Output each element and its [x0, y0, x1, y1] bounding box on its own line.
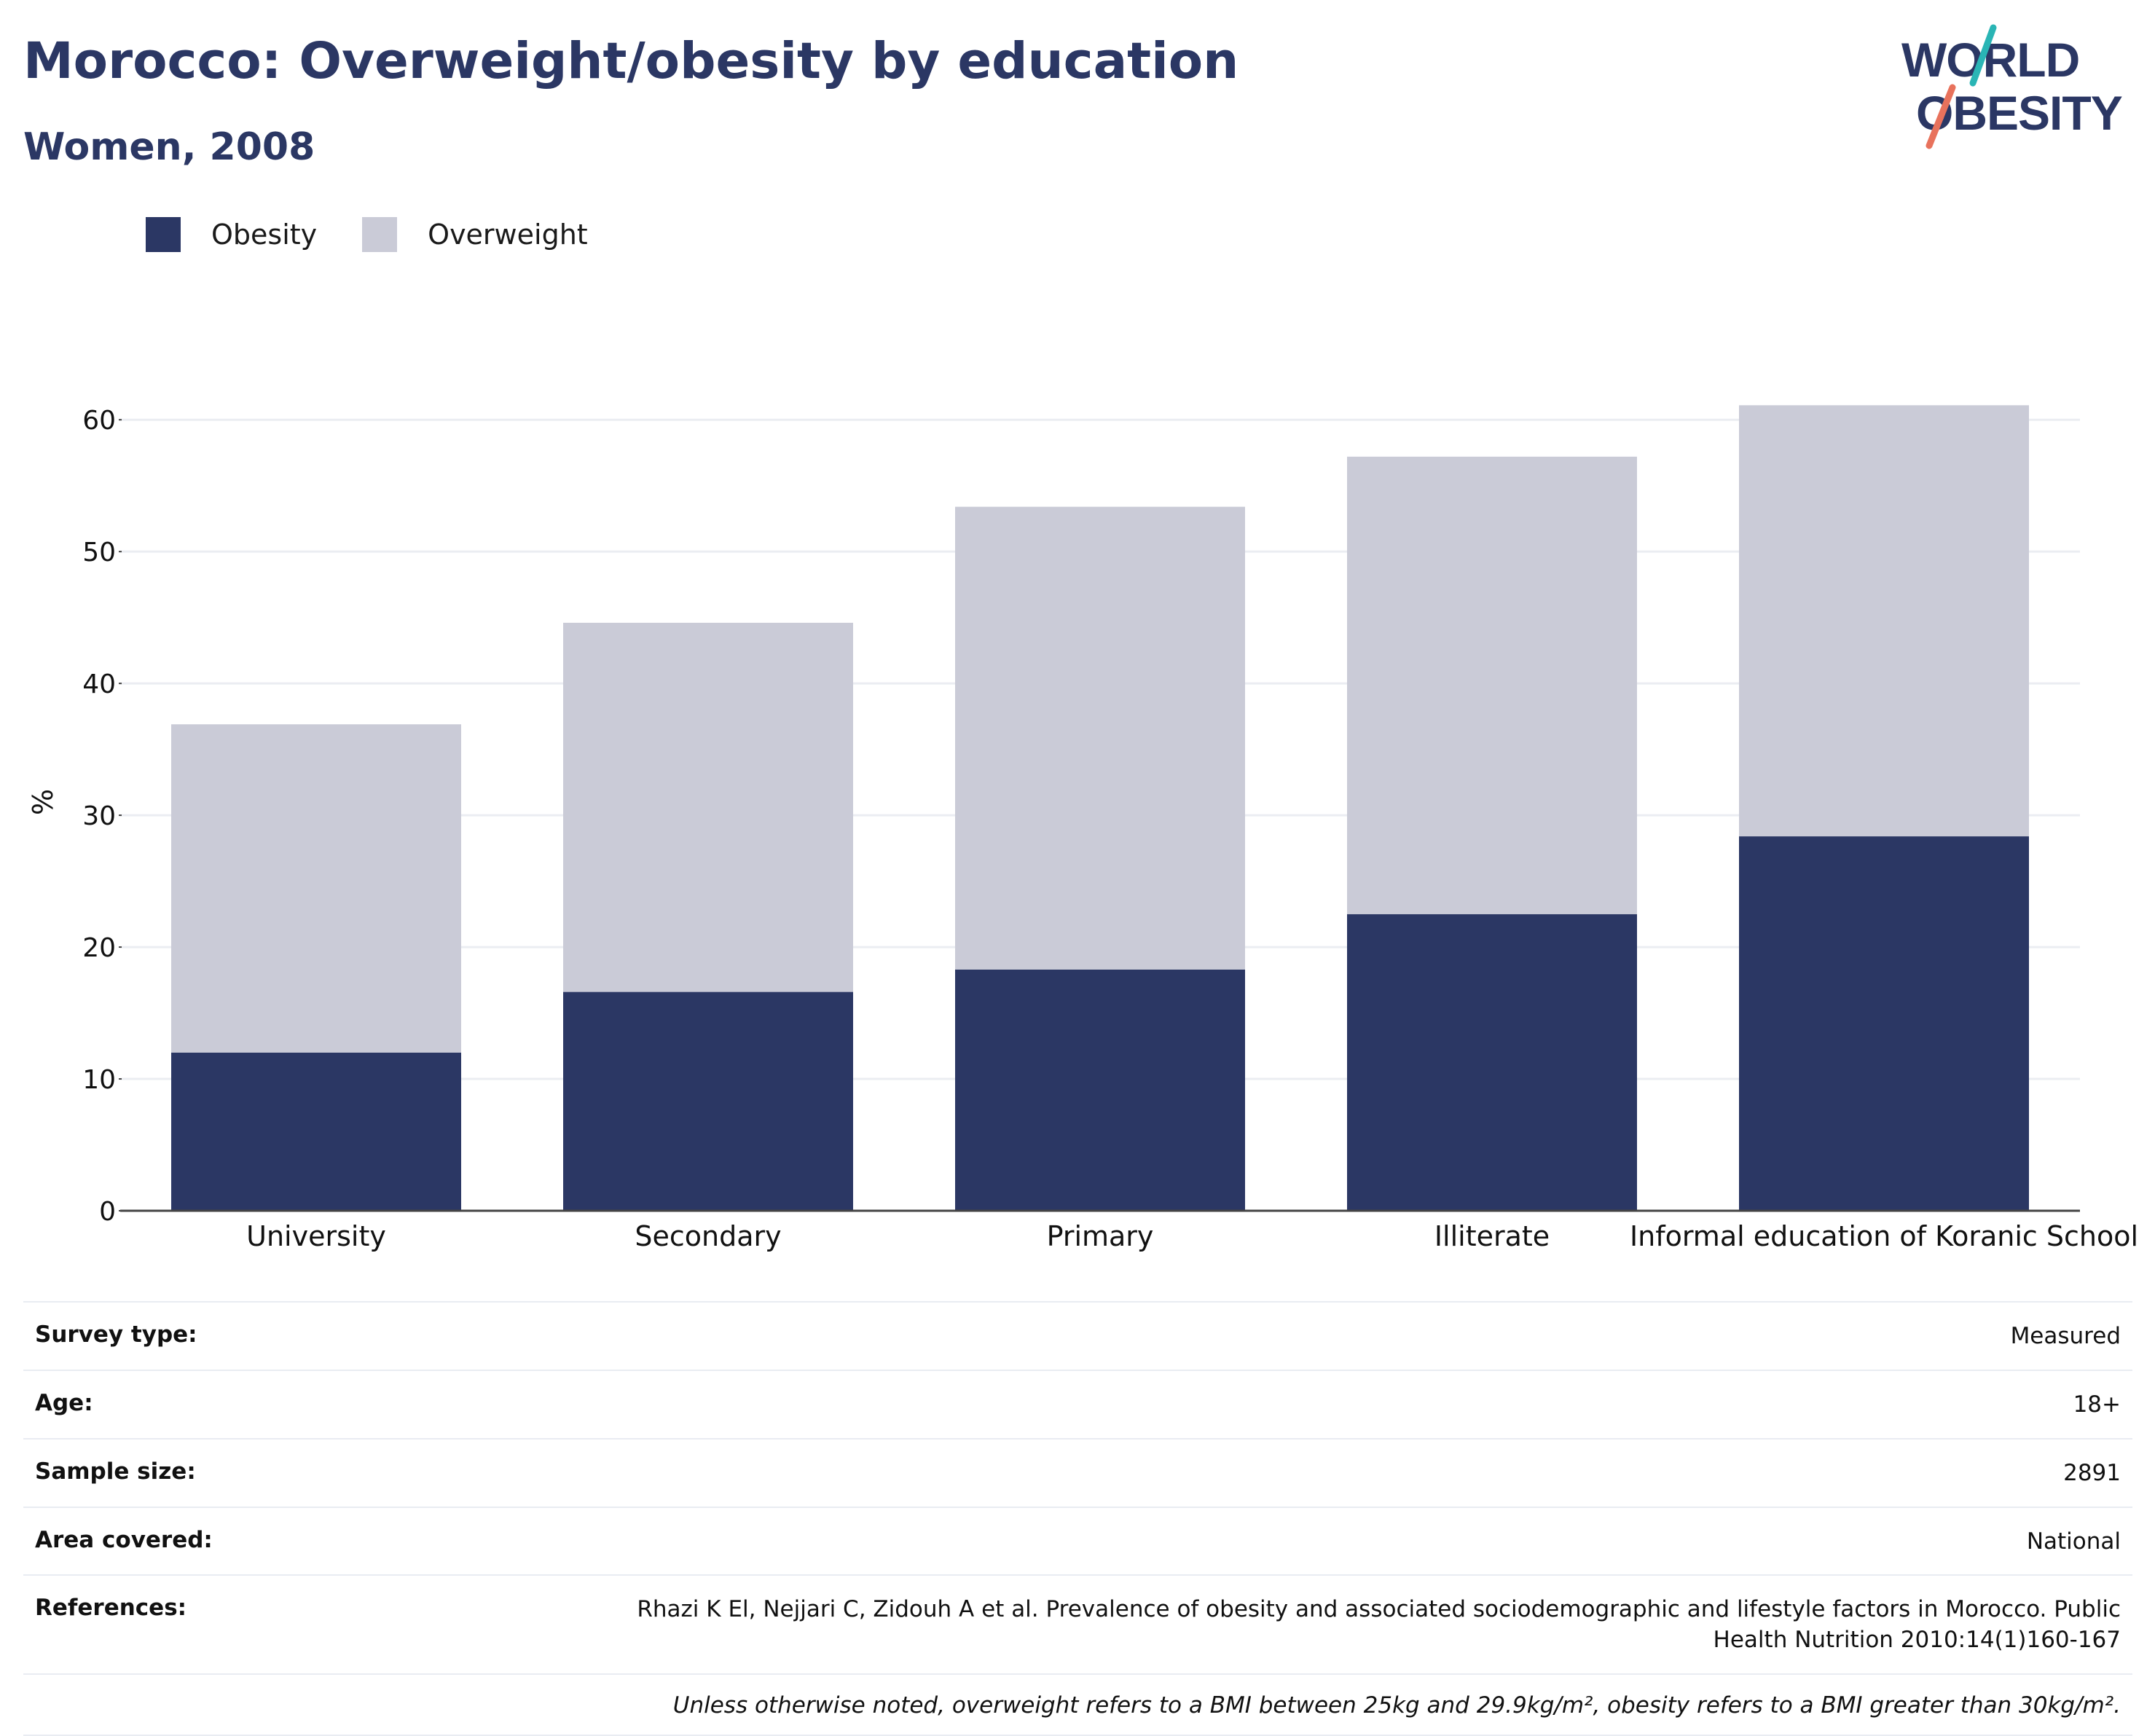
legend-swatch-overweight: [362, 217, 398, 252]
meta-value: 2891: [2063, 1459, 2121, 1486]
bar-obesity: [171, 1052, 461, 1211]
meta-value: Measured: [2010, 1323, 2121, 1349]
bar-obesity: [1347, 914, 1637, 1211]
meta-value: Rhazi K El, Nejjari C, Zidouh A et al. P…: [637, 1596, 2121, 1654]
bar-overweight: [955, 506, 1245, 970]
page-title: Morocco: Overweight/obesity by education: [23, 32, 1239, 90]
world-obesity-logo: WORLD OBESITY: [1901, 24, 2123, 149]
bar-overweight: [171, 724, 461, 1053]
meta-row-age: Age: 18+: [23, 1369, 2132, 1438]
y-axis-label: %: [27, 789, 59, 815]
meta-value: 18+: [2073, 1391, 2121, 1418]
bar-chart: 0 10 20 30 40 50 60% University Secondary Primary…: [27, 405, 2138, 1252]
x-tick-label: Secondary: [635, 1220, 781, 1252]
y-tick-label: 20: [82, 933, 116, 963]
bmi-footnote: Unless otherwise noted, overweight refer…: [23, 1673, 2132, 1736]
meta-key: Survey type:: [35, 1321, 197, 1348]
legend-swatch-obesity: [146, 217, 181, 252]
bar-obesity: [563, 991, 853, 1211]
meta-key: Area covered:: [35, 1526, 213, 1553]
legend-label-overweight: Overweight: [428, 219, 588, 251]
y-tick-label: 40: [82, 669, 116, 699]
x-tick-label: Primary: [1047, 1220, 1154, 1252]
y-tick-label: 30: [82, 801, 116, 831]
bar-obesity: [1739, 836, 2029, 1211]
meta-row-sample-size: Sample size: 2891: [23, 1437, 2132, 1507]
bar-overweight: [1739, 405, 2029, 837]
x-tick-label: Illiterate: [1434, 1220, 1550, 1252]
meta-key: References:: [35, 1595, 187, 1622]
chart-legend: Obesity Overweight: [146, 217, 633, 252]
page-subtitle: Women, 2008: [23, 125, 315, 169]
bar-overweight: [563, 622, 853, 992]
meta-row-survey-type: Survey type: Measured: [23, 1301, 2132, 1370]
y-tick-label: 60: [82, 406, 116, 436]
meta-key: Age:: [35, 1389, 93, 1416]
meta-row-area-covered: Area covered: National: [23, 1506, 2132, 1575]
legend-item-overweight[interactable]: Overweight: [362, 217, 588, 252]
x-tick-label: Informal education of Koranic School: [1630, 1220, 2138, 1252]
meta-key: Sample size:: [35, 1458, 196, 1485]
survey-details-table: Survey type: Measured Age: 18+ Sample si…: [23, 1301, 2132, 1736]
bar-overweight: [1347, 456, 1637, 914]
y-tick-label: 10: [82, 1065, 116, 1095]
legend-label-obesity: Obesity: [211, 219, 318, 251]
logo-coral-slash: [1926, 84, 1956, 149]
meta-value: National: [2026, 1528, 2121, 1555]
y-tick-label: 50: [82, 538, 116, 567]
legend-item-obesity[interactable]: Obesity: [146, 217, 317, 252]
y-tick-label: 0: [99, 1197, 116, 1227]
logo-teal-slash: [1969, 24, 1997, 87]
x-tick-label: University: [246, 1220, 386, 1252]
meta-row-references: References: Rhazi K El, Nejjari C, Zidou…: [23, 1574, 2132, 1673]
bar-obesity: [955, 969, 1245, 1211]
